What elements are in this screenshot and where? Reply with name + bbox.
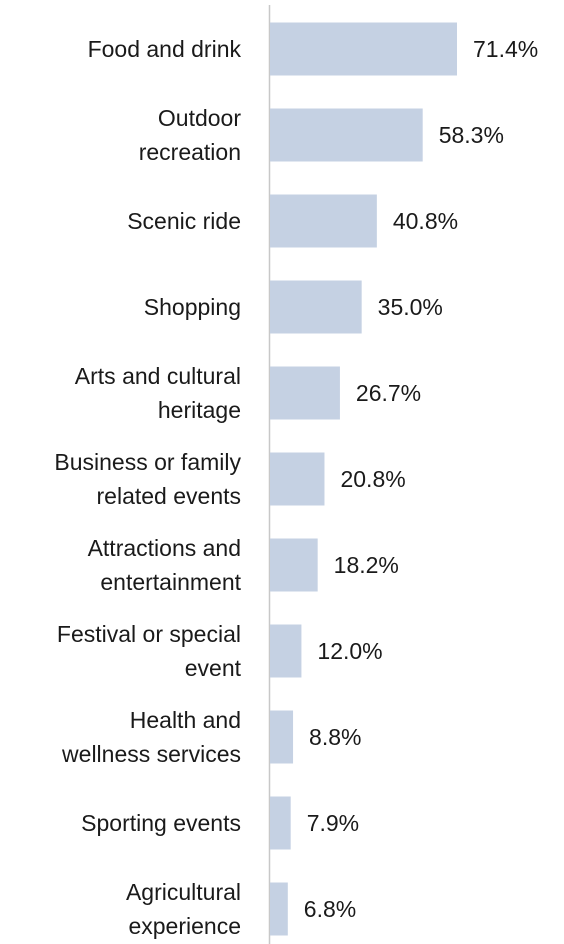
category-label: Scenic ride	[127, 208, 241, 234]
category-label: Festival or special event	[57, 621, 242, 681]
value-label: 8.8%	[309, 724, 361, 750]
bar	[270, 22, 457, 76]
value-label: 26.7%	[356, 380, 421, 406]
category-label: Food and drink	[88, 36, 242, 62]
value-label: 35.0%	[378, 294, 443, 320]
value-label: 18.2%	[334, 552, 399, 578]
value-label: 12.0%	[317, 638, 382, 664]
value-label: 58.3%	[439, 122, 504, 148]
value-label: 6.8%	[304, 896, 356, 922]
bar	[270, 710, 294, 764]
category-label: Business or family related events	[54, 449, 241, 509]
category-label: Outdoor recreation	[139, 105, 242, 165]
value-label: 20.8%	[340, 466, 405, 492]
bar	[270, 280, 362, 334]
category-label: Attractions and entertainment	[88, 535, 242, 595]
bar	[270, 108, 423, 162]
category-label: Health and wellness services	[61, 707, 241, 767]
category-label: Shopping	[144, 294, 241, 320]
value-label: 40.8%	[393, 208, 458, 234]
value-label: 7.9%	[307, 810, 359, 836]
bar	[270, 796, 291, 850]
bar	[270, 452, 325, 506]
value-label: 71.4%	[473, 36, 538, 62]
bar	[270, 538, 318, 592]
category-label: Agricultural experience	[126, 879, 241, 939]
bar	[270, 882, 288, 936]
bar	[270, 366, 340, 420]
bar	[270, 194, 377, 248]
bar	[270, 624, 302, 678]
category-label: Arts and cultural heritage	[75, 363, 241, 423]
category-label: Sporting events	[81, 810, 241, 836]
